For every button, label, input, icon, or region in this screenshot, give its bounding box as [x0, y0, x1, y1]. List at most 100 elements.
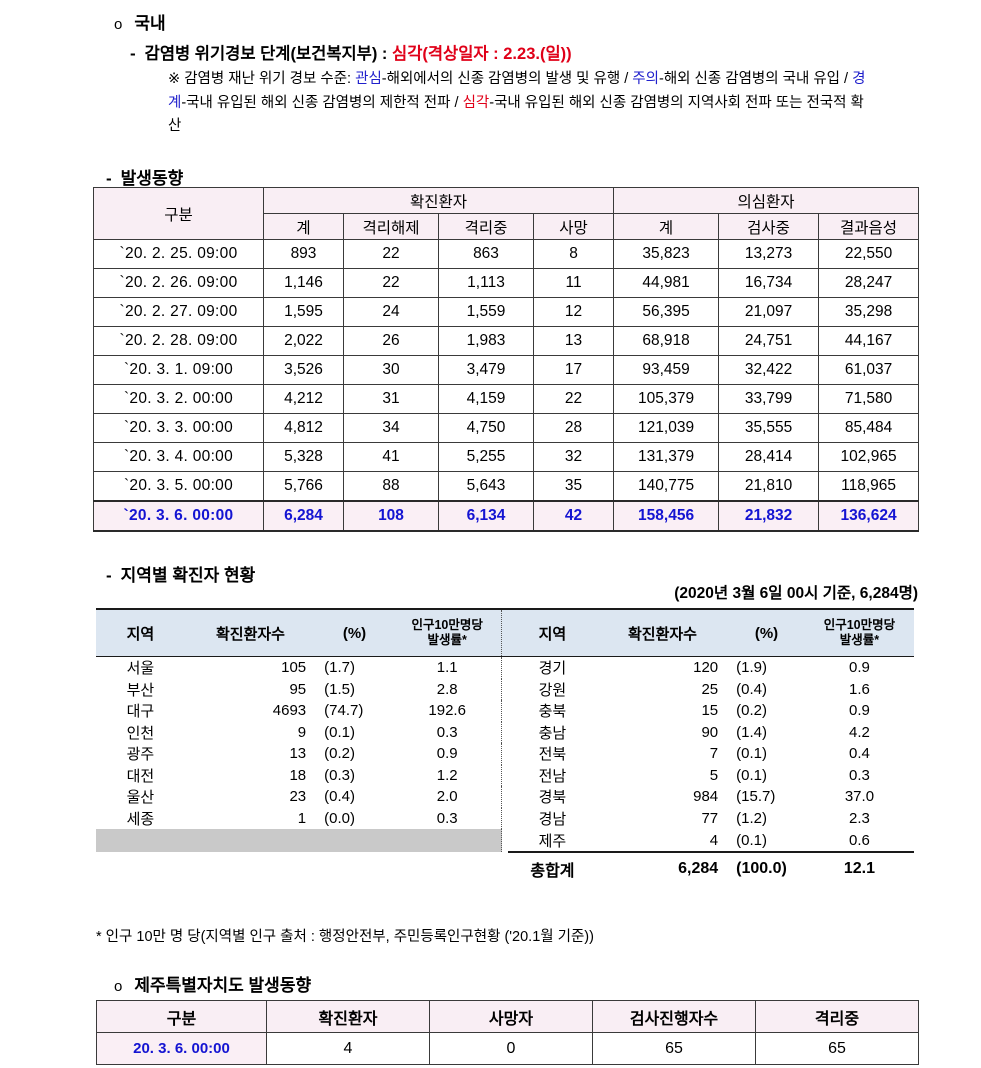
dash-bullet-icon: - [130, 44, 136, 63]
trend-cell-released: 108 [343, 500, 439, 532]
region-cell-name-right: 전북 [538, 746, 567, 764]
dash-bullet-icon-region: - [106, 566, 112, 585]
trend-subheader-isolated: 격리중 [438, 213, 534, 240]
region-table-body: 서울 105 (1.7) 1.1 경기 120 (1.9) 0.9 부산 95 (1.5) 2.8 강원… [96, 656, 914, 885]
region-table-row: 서울 105 (1.7) 1.1 경기 120 (1.9) 0.9 [96, 656, 914, 679]
region-cell-name-right: 충북 [538, 703, 567, 721]
trend-subheader-confirmed-total: 계 [263, 213, 344, 240]
trend-cell-isolated: 1,559 [438, 297, 534, 327]
trend-header-confirmed: 확진환자 [262, 187, 615, 214]
trend-cell-released: 26 [343, 326, 439, 356]
note-level-4: 심각 [462, 94, 490, 111]
trend-cell-negative: 118,965 [818, 471, 920, 502]
region-cell-pct-right: (1.4) [736, 723, 767, 741]
trend-cell-death: 35 [532, 471, 615, 502]
trend-table-row: `20. 3. 3. 00:00 4,812 34 4,750 28 121,039 35,… [93, 413, 920, 443]
trend-cell-suspected-total: 93,459 [613, 355, 720, 385]
region-table-divider [501, 721, 508, 743]
region-table-divider [501, 829, 508, 852]
trend-cell-date: `20. 3. 6. 00:00 [93, 500, 264, 532]
trend-subheader-testing: 검사중 [718, 213, 820, 240]
note-level-4-desc: -국내 유입된 해외 신종 감염병의 지역사회 전파 또는 전국적 확산 [168, 94, 864, 135]
region-header-pct-right: (%) [728, 608, 805, 657]
trend-cell-death: 42 [532, 500, 615, 532]
region-table-divider [501, 656, 508, 679]
trend-cell-confirmed-total: 893 [263, 239, 344, 269]
trend-cell-death: 13 [532, 326, 615, 356]
region-cell-name-left: 세종 [126, 810, 155, 828]
region-cell-name-left: 부산 [126, 681, 155, 699]
region-table-row: 대구 4693 (74.7) 192.6 충북 15 (0.2) 0.9 [96, 700, 914, 722]
trend-table-row: `20. 3. 6. 00:00 6,284 108 6,134 42 158,456 21… [93, 500, 920, 532]
trend-cell-confirmed-total: 3,526 [263, 355, 344, 385]
trend-cell-death: 22 [532, 384, 615, 414]
region-cell-name-right: 충남 [538, 724, 567, 742]
jeju-header-confirmed: 확진환자 [266, 1000, 430, 1033]
region-table-divider [501, 764, 508, 786]
trend-table-row: `20. 3. 5. 00:00 5,766 88 5,643 35 140,775 21,… [93, 471, 920, 502]
trend-cell-suspected-total: 158,456 [613, 500, 720, 532]
jeju-table-body: 20. 3. 6. 00:00 4 0 65 65 [96, 1032, 919, 1065]
region-cell-count-left: 9 [297, 723, 307, 741]
trend-cell-suspected-total: 44,981 [613, 268, 720, 298]
trend-cell-released: 34 [343, 413, 439, 443]
trend-cell-date: `20. 2. 25. 09:00 [93, 239, 264, 269]
region-cell-pct-right: (1.2) [736, 809, 767, 827]
jeju-header-gubun: 구분 [96, 1000, 267, 1033]
trend-cell-date: `20. 2. 28. 09:00 [93, 326, 264, 356]
region-total-spacer [96, 852, 502, 885]
region-cell-count-left: 95 [289, 680, 307, 698]
region-cell-rate-right: 37.0 [844, 788, 875, 806]
region-header-rate-line2-right: 발생률* [839, 633, 880, 647]
trend-header-gubun: 구분 [93, 187, 264, 240]
trend-cell-testing: 13,273 [718, 239, 820, 269]
note-level-1-desc: -해외에서의 신종 감염병의 발생 및 유행 / [381, 71, 633, 87]
region-total-count: 6,284 [596, 851, 729, 885]
trend-cell-testing: 21,810 [718, 471, 820, 502]
region-cell-count-right: 5 [709, 766, 719, 784]
trend-cell-released: 88 [343, 471, 439, 502]
region-cell-rate-right: 0.3 [849, 766, 870, 784]
circle-bullet-icon-jeju: o [114, 978, 123, 995]
trend-cell-date: `20. 2. 27. 09:00 [93, 297, 264, 327]
circle-bullet-icon: o [114, 16, 123, 33]
trend-cell-date: `20. 3. 4. 00:00 [93, 442, 264, 472]
section-heading-domestic: o 국내 [114, 9, 166, 34]
trend-cell-suspected-total: 131,379 [613, 442, 720, 472]
region-cell-count-left: 18 [289, 766, 307, 784]
trend-cell-date: `20. 3. 1. 09:00 [93, 355, 264, 385]
jeju-row-deaths: 0 [429, 1032, 593, 1065]
section-heading-region-label: 지역별 확진자 현황 [120, 566, 256, 585]
trend-cell-released: 31 [343, 384, 439, 414]
region-table-divider [501, 700, 508, 722]
region-cell-pct-right: (15.7) [736, 788, 776, 806]
region-cell-count-right: 15 [701, 702, 719, 720]
trend-cell-testing: 32,422 [718, 355, 820, 385]
region-cell-count-left: 105 [281, 659, 307, 677]
region-cell-pct-right: (1.9) [736, 659, 767, 677]
region-table-divider [501, 743, 508, 765]
trend-header-suspected: 의심환자 [613, 187, 920, 214]
region-cell-count-left: 4693 [272, 702, 307, 720]
jeju-row-confirmed: 4 [266, 1032, 430, 1065]
trend-cell-negative: 71,580 [818, 384, 920, 414]
region-cell-rate-left: 1.1 [436, 659, 458, 677]
trend-table-row: `20. 3. 1. 09:00 3,526 30 3,479 17 93,459 32,4… [93, 355, 920, 385]
region-table-header-row: 지역 확진환자수 (%) 인구10만명당 발생률* 지역 확진환자수 (%) 인… [96, 608, 914, 657]
region-cell-pct-left: (1.5) [324, 680, 355, 698]
region-header-rate-line1-right: 인구10만명당 [823, 618, 896, 632]
alert-level-prefix: 감염병 위기경보 단계(보건복지부) : [144, 45, 393, 63]
region-cell-name-left: 서울 [126, 660, 155, 678]
note-level-2-desc: -해외 신종 감염병의 국내 유입 / [658, 71, 853, 87]
trend-cell-released: 24 [343, 297, 439, 327]
trend-cell-confirmed-total: 5,328 [263, 442, 344, 472]
region-cell-pct-right: (0.4) [736, 680, 767, 698]
region-cell-rate-right: 1.6 [849, 680, 870, 698]
trend-cell-negative: 28,247 [818, 268, 920, 298]
region-cell-pct-right: (0.1) [736, 831, 767, 849]
trend-cell-negative: 61,037 [818, 355, 920, 385]
trend-cell-death: 32 [532, 442, 615, 472]
region-cell-count-right: 984 [693, 788, 719, 806]
trend-cell-isolated: 863 [438, 239, 534, 269]
region-table: 지역 확진환자수 (%) 인구10만명당 발생률* 지역 확진환자수 (%) 인… [96, 608, 914, 885]
